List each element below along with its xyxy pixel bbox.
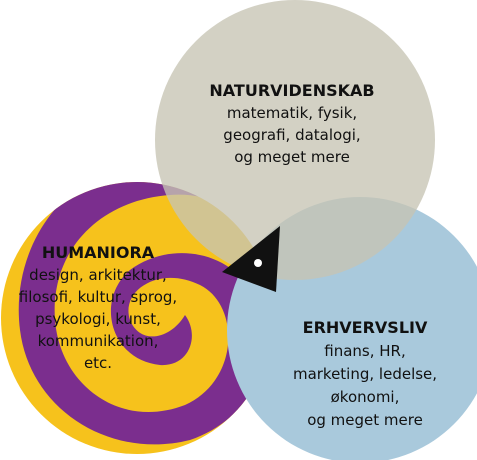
circle-line: økonomi, — [331, 388, 400, 406]
circle-line: kommunikation, — [38, 332, 159, 350]
circle-line: design, arkitektur, — [29, 266, 167, 284]
circle-line: matematik, fysik, — [227, 104, 357, 122]
circle-line: psykologi, kunst, — [35, 310, 161, 328]
circle-title: ERHVERVSLIV — [303, 318, 428, 337]
circle-line: og meget mere — [307, 411, 423, 429]
venn-diagram: NATURVIDENSKAB matematik, fysik, geografi,… — [0, 0, 477, 460]
circle-line: marketing, ledelse, — [293, 365, 437, 383]
circle-line: finans, HR, — [324, 342, 405, 360]
circle-line: geografi, datalogi, — [223, 126, 360, 144]
center-dot — [254, 259, 262, 267]
circle-title: HUMANIORA — [42, 243, 155, 262]
circle-line: og meget mere — [234, 148, 350, 166]
circle-line: etc. — [84, 354, 112, 372]
circle-line: filosofi, kultur, sprog, — [19, 288, 177, 306]
circle-title: NATURVIDENSKAB — [209, 81, 374, 100]
